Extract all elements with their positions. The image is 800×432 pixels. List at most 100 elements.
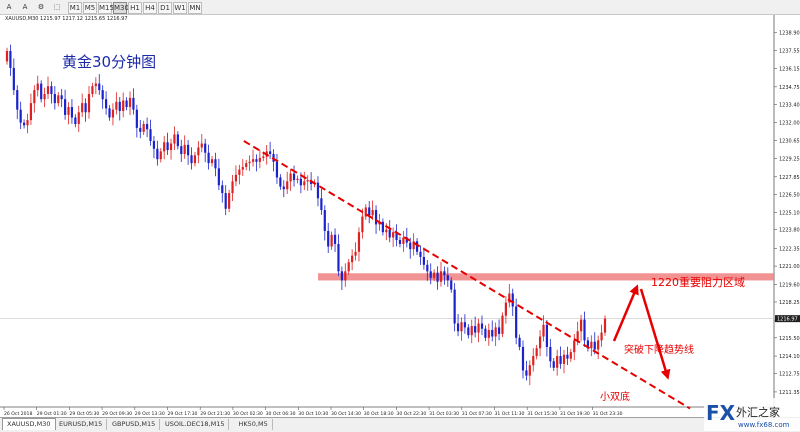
toolbar-tool-3[interactable]: ⬚: [53, 3, 61, 11]
candle: [22, 119, 26, 129]
candle-body: [111, 109, 115, 118]
time-tick-label: 31 Oct 07:30: [462, 411, 492, 417]
time-tick-label: 29 Oct 13:30: [135, 411, 165, 417]
timeframe-m1[interactable]: M1: [68, 2, 82, 14]
candle: [439, 261, 443, 287]
timeframe-d1[interactable]: D1: [158, 2, 172, 14]
price-tick-label: 1219.60: [779, 282, 800, 288]
candle-body: [368, 207, 371, 216]
candle-body: [128, 97, 132, 108]
candle: [9, 44, 12, 76]
candle-body: [146, 123, 149, 130]
candle: [245, 159, 248, 171]
candle-body: [156, 148, 159, 160]
chart-tab[interactable]: EURUSD,M15: [55, 419, 108, 430]
price-tick-label: 1233.40: [779, 102, 800, 108]
candle: [480, 315, 484, 336]
chart-title: 黄金30分钟图: [62, 53, 156, 71]
candle: [207, 144, 210, 170]
candle-body: [504, 302, 508, 316]
candle: [433, 269, 436, 282]
chart-tab[interactable]: XAUUSD,M30: [2, 418, 56, 430]
candle: [282, 180, 285, 198]
candle: [214, 152, 217, 177]
timeframe-m30[interactable]: M30: [113, 2, 129, 14]
candle-body: [125, 100, 128, 108]
timeframe-m15[interactable]: M15: [98, 2, 114, 14]
candle: [562, 349, 566, 374]
candle: [422, 247, 425, 270]
timeframe-w1[interactable]: W1: [173, 2, 187, 14]
candle-body: [159, 151, 162, 160]
candle: [81, 93, 84, 118]
candle-body: [132, 97, 135, 110]
candle: [234, 165, 238, 187]
time-tick-label: 30 Oct 14:30: [331, 411, 361, 417]
candle: [251, 149, 255, 167]
candle: [340, 266, 343, 290]
candle-body: [501, 315, 504, 334]
annotations: [243, 140, 691, 410]
candle-body: [248, 161, 251, 164]
candle: [429, 263, 432, 285]
candle-body: [104, 99, 108, 109]
candle: [586, 337, 590, 352]
candle: [84, 98, 87, 122]
candle: [125, 97, 128, 111]
candle: [463, 314, 466, 334]
candle: [241, 159, 244, 177]
candle-body: [443, 271, 446, 276]
candle: [87, 86, 91, 119]
timeframe-m5[interactable]: M5: [83, 2, 97, 14]
candle: [597, 335, 600, 360]
candle: [200, 134, 203, 153]
candle-body: [525, 370, 528, 376]
candle: [487, 323, 490, 346]
time-tick-label: 29 Oct 17:30: [168, 411, 198, 417]
candle: [327, 222, 330, 253]
candle-body: [579, 319, 583, 332]
candle: [63, 89, 67, 120]
candle-body: [180, 146, 183, 154]
toolbar-tool-1[interactable]: A: [22, 3, 28, 11]
candle: [364, 204, 367, 220]
candle-body: [9, 50, 12, 68]
timeframe-mn[interactable]: MN: [188, 2, 202, 14]
candle-body: [152, 140, 156, 149]
candle: [347, 258, 350, 275]
candle-body: [515, 306, 518, 338]
candle: [46, 76, 50, 99]
candle-body: [549, 346, 552, 362]
candle: [53, 86, 56, 110]
candle: [603, 315, 607, 336]
timeframe-h1[interactable]: H1: [128, 2, 142, 14]
chart-tab[interactable]: USOIL.DEC18,M15: [161, 419, 230, 430]
chart-tab[interactable]: HK50,M5: [235, 419, 273, 430]
candle: [77, 105, 80, 132]
candle-body: [77, 112, 80, 124]
candle-body: [569, 352, 572, 359]
candle: [388, 220, 391, 243]
candle-body: [535, 348, 538, 357]
price-tick-label: 1223.80: [779, 228, 800, 234]
candle: [453, 283, 456, 332]
candle: [323, 205, 326, 241]
time-tick-label: 29 Oct 01:30: [37, 411, 67, 417]
candle: [491, 320, 494, 342]
chart-tab[interactable]: GBPUSD,M15: [108, 419, 161, 430]
candle: [419, 245, 422, 265]
candle: [415, 238, 419, 256]
candle-body: [221, 185, 224, 194]
toolbar-tool-0[interactable]: A: [6, 3, 12, 11]
candle-body: [467, 327, 470, 336]
candle: [303, 171, 306, 191]
candle: [36, 75, 39, 97]
candle: [296, 175, 299, 184]
timeframe-h4[interactable]: H4: [143, 2, 157, 14]
candle: [395, 224, 398, 247]
candle: [156, 140, 159, 166]
candle: [542, 315, 545, 342]
candle: [187, 140, 190, 165]
toolbar-tool-2[interactable]: ⚙: [37, 3, 45, 11]
candle: [152, 136, 156, 159]
